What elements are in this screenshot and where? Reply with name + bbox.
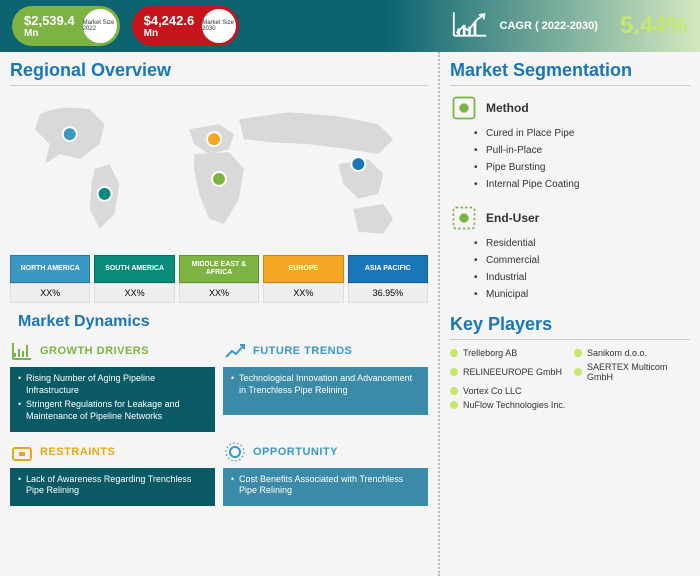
seg-icon bbox=[450, 94, 478, 122]
keyplayer-item: Sanikom d.o.o. bbox=[574, 348, 690, 358]
restraints-icon bbox=[10, 440, 34, 464]
region-value: XX% bbox=[10, 283, 90, 303]
region-name: EUROPE bbox=[263, 255, 343, 283]
keyplayer-item: Trelleborg AB bbox=[450, 348, 566, 358]
drivers-icon bbox=[10, 339, 34, 363]
drivers-label: GROWTH DRIVERS bbox=[40, 345, 149, 357]
region-box: EUROPEXX% bbox=[263, 255, 343, 303]
segmentation-title: Market Segmentation bbox=[450, 60, 690, 86]
restraints-box: RESTRAINTS Lack of Awareness Regarding T… bbox=[10, 440, 215, 506]
seg-group: Method Cured in Place PipePull-in-PlacePi… bbox=[450, 94, 690, 190]
regional-title: Regional Overview bbox=[10, 60, 428, 86]
drivers-box: GROWTH DRIVERS Rising Number of Aging Pi… bbox=[10, 339, 215, 432]
header: $2,539.4 Mn Market Size 2022 $4,242.6 Mn… bbox=[0, 0, 700, 52]
region-name: SOUTH AMERICA bbox=[94, 255, 174, 283]
region-box: MIDDLE EAST & AFRICAXX% bbox=[179, 255, 259, 303]
region-box: NORTH AMERICAXX% bbox=[10, 255, 90, 303]
keyplayer-item: NuFlow Technologies Inc. bbox=[450, 400, 566, 410]
cagr-value: 5.44% bbox=[620, 12, 688, 40]
keyplayers-title: Key Players bbox=[450, 314, 690, 340]
right-column: Market Segmentation Method Cured in Place… bbox=[440, 52, 700, 576]
region-boxes: NORTH AMERICAXX%SOUTH AMERICAXX%MIDDLE E… bbox=[10, 255, 428, 303]
keyplayer-item: SAERTEX Multicom GmbH bbox=[574, 362, 690, 382]
restraints-label: RESTRAINTS bbox=[40, 446, 115, 458]
seg-group: End-User ResidentialCommercialIndustrialM… bbox=[450, 204, 690, 300]
size-2022-value: $2,539.4 bbox=[24, 13, 75, 28]
size-2030-label: Market Size 2030 bbox=[202, 9, 236, 43]
size-2030-unit: Mn bbox=[144, 28, 195, 39]
main-content: Regional Overview NORTH AMERICAX bbox=[0, 52, 700, 576]
opportunity-label: OPPORTUNITY bbox=[253, 446, 338, 458]
drivers-list: Rising Number of Aging Pipeline Infrastr… bbox=[18, 373, 207, 423]
cagr-label: CAGR ( 2022-2030) bbox=[500, 20, 598, 32]
trends-label: FUTURE TRENDS bbox=[253, 345, 352, 357]
opportunity-icon bbox=[223, 440, 247, 464]
world-map bbox=[10, 94, 428, 249]
trends-icon bbox=[223, 339, 247, 363]
seg-group-title: Method bbox=[486, 101, 529, 115]
keyplayer-item bbox=[574, 400, 690, 410]
seg-list: ResidentialCommercialIndustrialMunicipal bbox=[450, 238, 690, 300]
region-value: XX% bbox=[263, 283, 343, 303]
size-2022-label: Market Size 2022 bbox=[83, 9, 117, 43]
trends-box: FUTURE TRENDS Technological Innovation a… bbox=[223, 339, 428, 432]
seg-group-title: End-User bbox=[486, 211, 539, 225]
region-value: 36.95% bbox=[348, 283, 428, 303]
region-box: ASIA PACIFIC36.95% bbox=[348, 255, 428, 303]
market-size-2022-pill: $2,539.4 Mn Market Size 2022 bbox=[12, 6, 120, 46]
keyplayer-item: Vortex Co LLC bbox=[450, 386, 566, 396]
size-2022-unit: Mn bbox=[24, 28, 75, 39]
trends-list: Technological Innovation and Advancement… bbox=[231, 373, 420, 396]
keyplayer-item bbox=[574, 386, 690, 396]
region-name: ASIA PACIFIC bbox=[348, 255, 428, 283]
segmentation-groups: Method Cured in Place PipePull-in-PlacePi… bbox=[450, 94, 690, 300]
seg-list: Cured in Place PipePull-in-PlacePipe Bur… bbox=[450, 128, 690, 190]
seg-icon bbox=[450, 204, 478, 232]
dynamics-grid: GROWTH DRIVERS Rising Number of Aging Pi… bbox=[10, 339, 428, 506]
region-value: XX% bbox=[179, 283, 259, 303]
size-2030-value: $4,242.6 bbox=[144, 13, 195, 28]
keyplayer-item: RELINEEUROPE GmbH bbox=[450, 362, 566, 382]
opportunity-box: OPPORTUNITY Cost Benefits Associated wit… bbox=[223, 440, 428, 506]
region-name: NORTH AMERICA bbox=[10, 255, 90, 283]
growth-chart-icon bbox=[452, 9, 488, 44]
market-size-2030-pill: $4,242.6 Mn Market Size 2030 bbox=[132, 6, 240, 46]
opportunity-list: Cost Benefits Associated with Trenchless… bbox=[231, 474, 420, 497]
dynamics-title: Market Dynamics bbox=[18, 313, 428, 331]
region-value: XX% bbox=[94, 283, 174, 303]
keyplayers-list: Trelleborg AB Sanikom d.o.o. RELINEEUROPE … bbox=[450, 348, 690, 410]
restraints-list: Lack of Awareness Regarding Trenchless P… bbox=[18, 474, 207, 497]
region-name: MIDDLE EAST & AFRICA bbox=[179, 255, 259, 283]
left-column: Regional Overview NORTH AMERICAX bbox=[0, 52, 440, 576]
region-box: SOUTH AMERICAXX% bbox=[94, 255, 174, 303]
